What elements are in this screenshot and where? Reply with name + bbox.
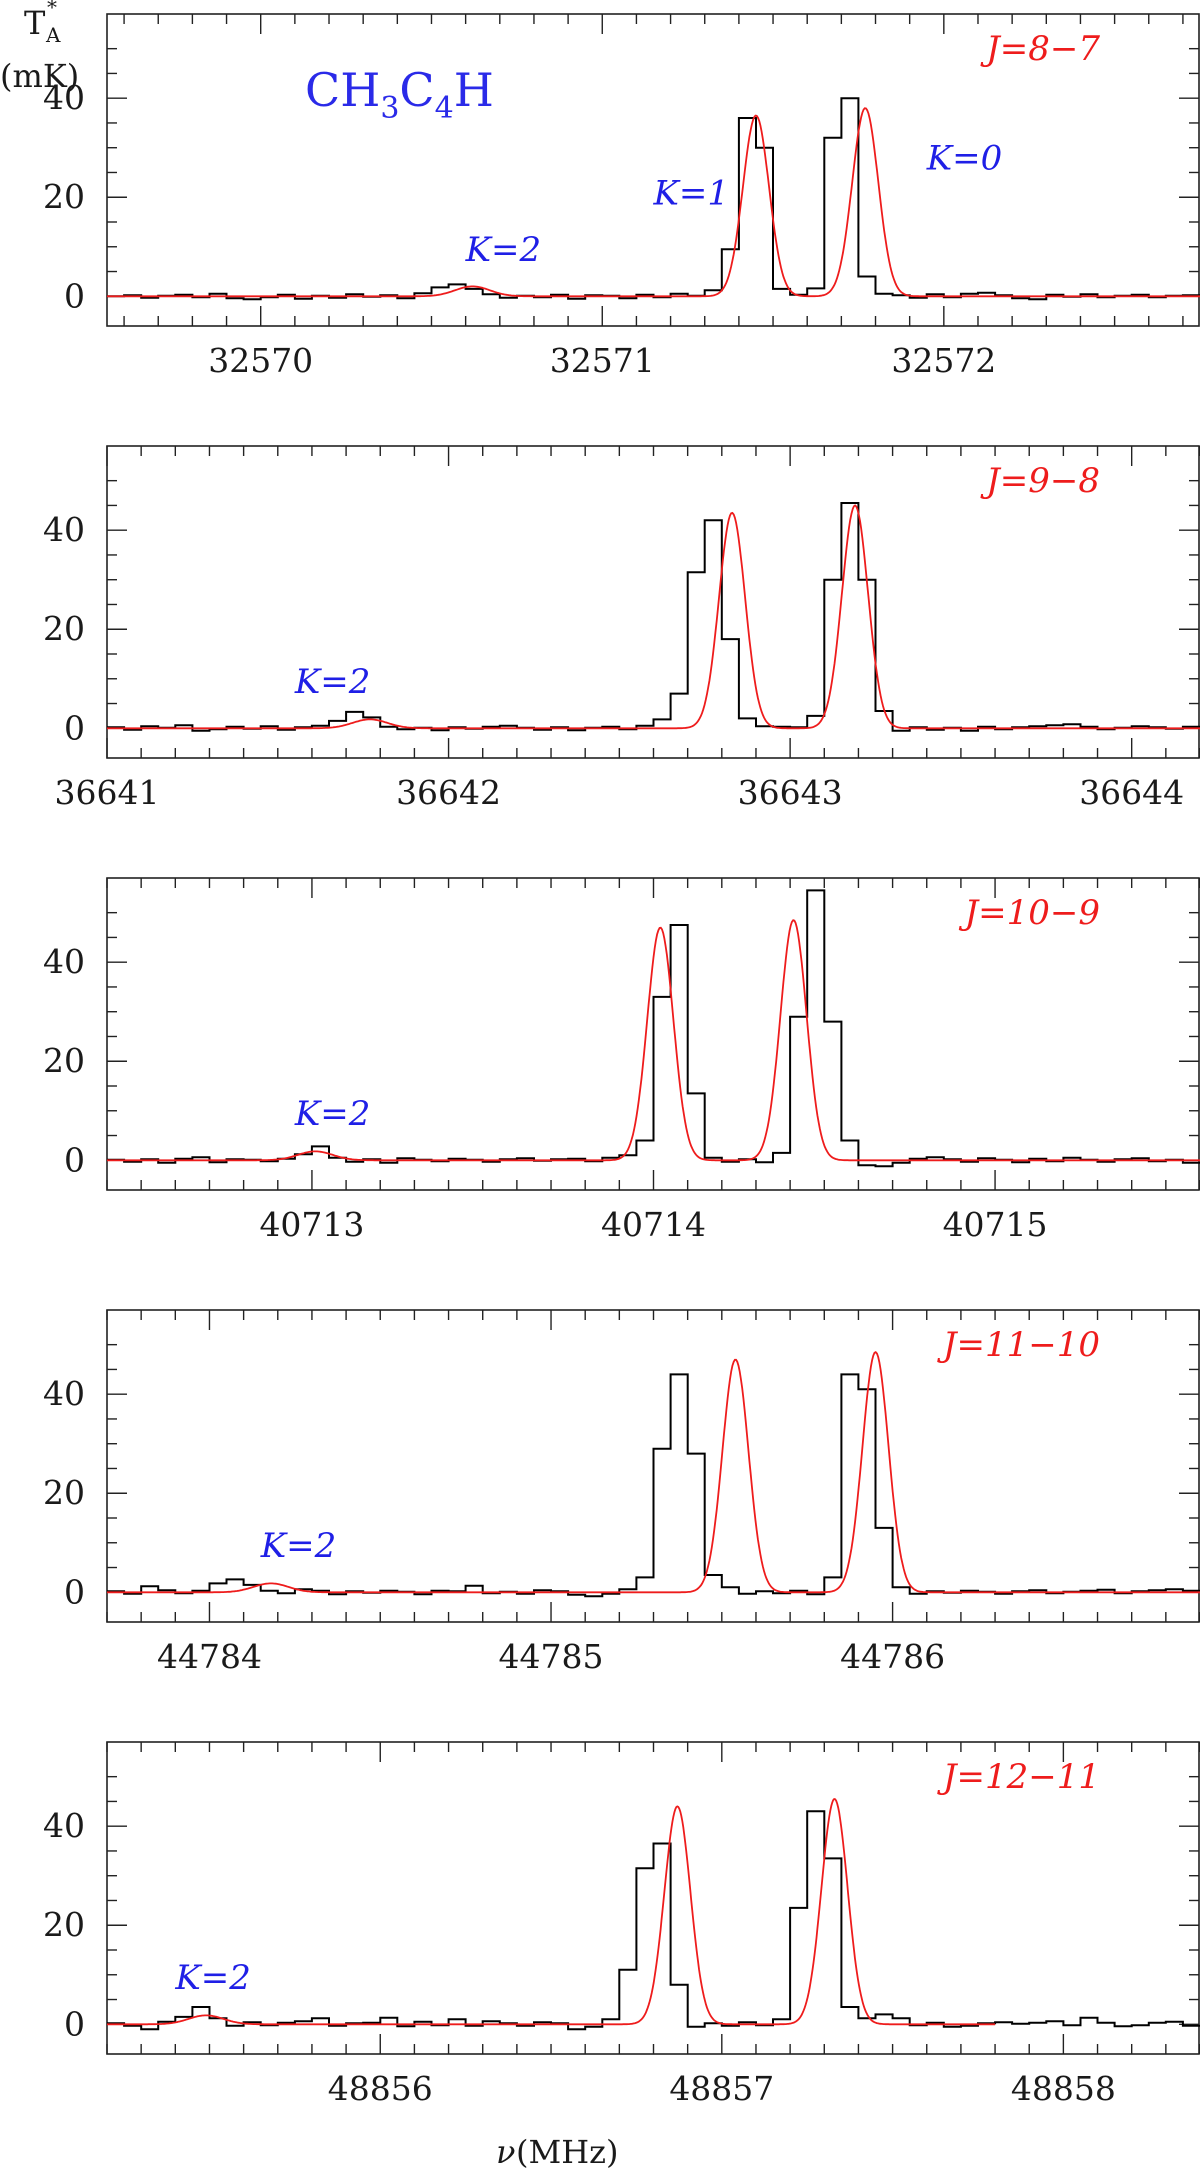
y-tick-label: 0 xyxy=(64,1140,85,1179)
y-tick-label: 40 xyxy=(43,942,85,981)
x-tick-label: 40715 xyxy=(943,1205,1048,1244)
x-tick-label: 32572 xyxy=(891,341,996,380)
y-tick-label: 40 xyxy=(43,78,85,117)
fit-curve xyxy=(107,1350,1200,1594)
x-tick-label: 40713 xyxy=(259,1205,364,1244)
x-tick-label: 48857 xyxy=(669,2069,774,2108)
panels-group: 0 20 40 32570 32571 32572 K=2 K=1 K=0 J=8−7 0 20 40 3… xyxy=(43,13,1200,2108)
observed-spectrum xyxy=(107,1810,1200,2031)
x-tick-label: 48856 xyxy=(328,2069,433,2108)
panel-2: 0 20 40 36641 36642 36643 36644 K=2 J=9−8 xyxy=(43,445,1200,812)
y-tick-label: 20 xyxy=(43,177,85,216)
fit-curve xyxy=(107,504,1200,730)
transition-label: J=9−8 xyxy=(980,461,1100,501)
y-tick-label: 0 xyxy=(64,708,85,747)
molecule-label: CH3C4H xyxy=(305,63,494,126)
x-axis-title-nu: ν xyxy=(496,2133,515,2171)
k-label: K=0 xyxy=(926,139,1003,179)
panel-5: 0 20 40 48856 48857 48858 K=2 J=12−11 xyxy=(43,1741,1200,2108)
k-label: K=2 xyxy=(294,1094,371,1134)
observed-spectrum xyxy=(107,889,1200,1168)
x-tick-label: 44784 xyxy=(157,1637,262,1676)
panel-4: 0 20 40 44784 44785 44786 K=2 J=11−10 xyxy=(43,1309,1200,1676)
k-label: K=2 xyxy=(465,230,542,270)
x-tick-label: 44785 xyxy=(499,1637,604,1676)
y-tick-label: 20 xyxy=(43,1905,85,1944)
y-tick-label: 0 xyxy=(64,276,85,315)
x-tick-label: 36641 xyxy=(55,773,160,812)
y-tick-label: 40 xyxy=(43,510,85,549)
y-tick-label: 20 xyxy=(43,609,85,648)
x-tick-label: 36643 xyxy=(738,773,843,812)
transition-label: J=12−11 xyxy=(937,1757,1100,1797)
y-axis-title-unit: (mK) xyxy=(0,57,79,95)
k-label: K=2 xyxy=(260,1526,337,1566)
x-tick-label: 40714 xyxy=(601,1205,706,1244)
y-axis-title-subscript: A xyxy=(45,23,61,47)
fit-curve xyxy=(107,1797,996,2026)
fit-curve xyxy=(107,107,1200,298)
x-tick-label: 32571 xyxy=(550,341,655,380)
fit-curve xyxy=(107,919,1200,1162)
y-tick-label: 40 xyxy=(43,1374,85,1413)
y-axis-title-symbol: T xyxy=(24,4,46,42)
transition-label: J=8−7 xyxy=(980,29,1100,69)
panel-1: 0 20 40 32570 32571 32572 K=2 K=1 K=0 J=8−7 xyxy=(43,13,1200,380)
x-tick-label: 48858 xyxy=(1011,2069,1116,2108)
x-tick-label: 44786 xyxy=(840,1637,945,1676)
k-label: K=2 xyxy=(174,1958,251,1998)
y-axis-title: T A * (mK) xyxy=(0,0,79,95)
k-label: K=2 xyxy=(294,662,371,702)
y-tick-label: 40 xyxy=(43,1806,85,1845)
panel-3: 0 20 40 40713 40714 40715 K=2 J=10−9 xyxy=(43,877,1200,1244)
x-axis-title: ν (MHz) xyxy=(496,2133,619,2171)
molecule-formula: CH3C4H xyxy=(305,63,494,126)
y-tick-label: 20 xyxy=(43,1473,85,1512)
panel-frame xyxy=(106,13,1200,327)
transition-label: J=10−9 xyxy=(958,893,1100,933)
y-axis-title-superscript: * xyxy=(47,0,57,19)
x-tick-label: 32570 xyxy=(208,341,313,380)
transition-label: J=11−10 xyxy=(937,1325,1100,1365)
x-tick-label: 36642 xyxy=(396,773,501,812)
y-tick-label: 0 xyxy=(64,2004,85,2043)
x-axis-title-unit: (MHz) xyxy=(516,2133,619,2171)
y-tick-label: 0 xyxy=(64,1572,85,1611)
observed-spectrum xyxy=(107,502,1200,732)
y-tick-label: 20 xyxy=(43,1041,85,1080)
x-tick-label: 36644 xyxy=(1079,773,1184,812)
k-label: K=1 xyxy=(653,173,730,213)
